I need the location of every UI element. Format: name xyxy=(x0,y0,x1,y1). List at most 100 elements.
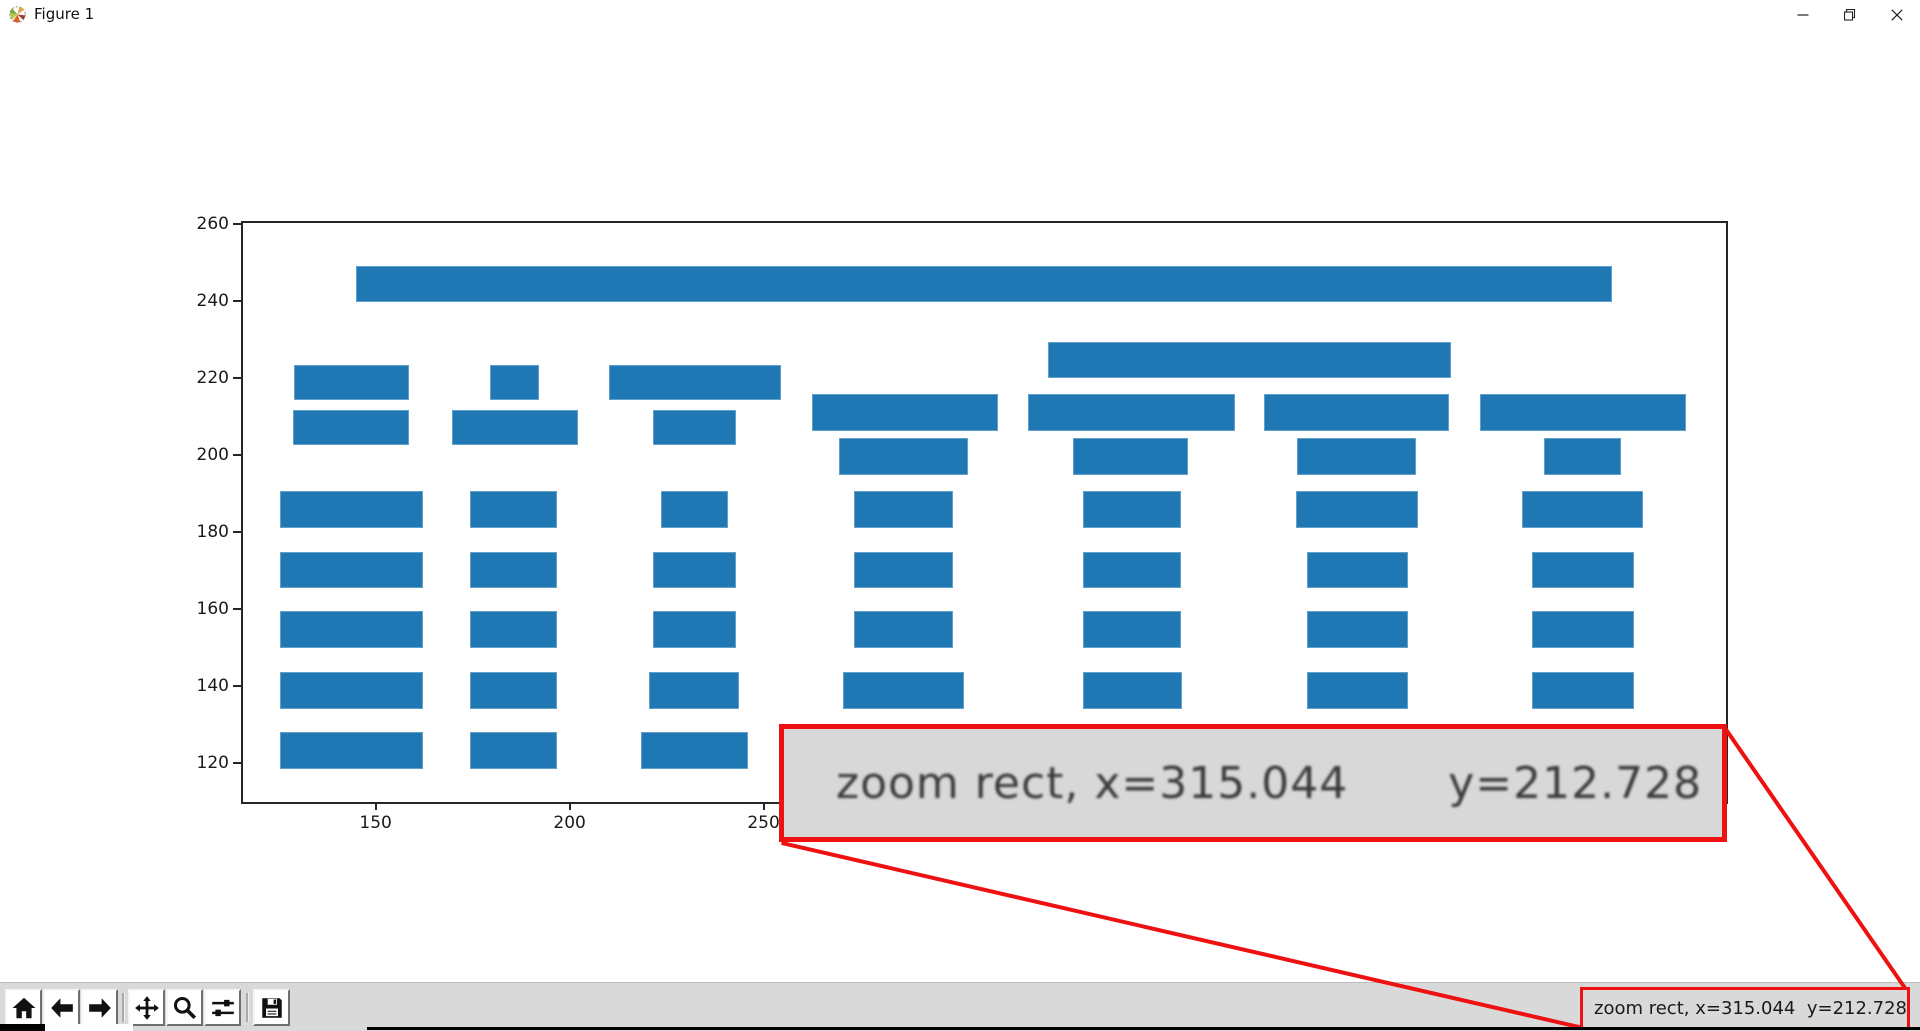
statusbar-highlight-rect: zoom rect, x=315.044 y=212.728 xyxy=(1580,987,1910,1030)
bar xyxy=(1532,671,1635,709)
y-tick-label: 220 xyxy=(196,368,229,389)
x-tick xyxy=(762,802,765,810)
bar xyxy=(279,611,423,649)
home-button[interactable] xyxy=(5,989,42,1026)
bar xyxy=(1544,438,1622,476)
bar xyxy=(1521,491,1643,529)
forward-button[interactable] xyxy=(81,989,118,1026)
window-controls xyxy=(1779,0,1920,30)
bar xyxy=(660,491,728,529)
bar xyxy=(854,491,953,529)
y-tick-label: 240 xyxy=(196,291,229,312)
bar xyxy=(811,393,998,431)
window-title: Figure 1 xyxy=(34,5,95,23)
bottom-edge-fragment xyxy=(0,1024,45,1031)
minimize-button[interactable] xyxy=(1779,0,1826,30)
bar xyxy=(1047,342,1451,379)
bottom-edge-fragment xyxy=(367,1027,1920,1030)
bar xyxy=(641,731,749,770)
statusbar-message-x: zoom rect, x=315.044 xyxy=(1594,998,1796,1019)
bar xyxy=(653,611,736,649)
save-button[interactable] xyxy=(253,989,290,1026)
callout-message-x: zoom rect, x=315.044 xyxy=(836,757,1349,809)
zoom-rect-button[interactable] xyxy=(166,989,203,1026)
bar xyxy=(653,551,736,589)
arrow-right-icon xyxy=(88,997,111,1018)
bar xyxy=(839,438,968,476)
bar xyxy=(854,551,953,589)
bar xyxy=(279,731,423,770)
y-tick xyxy=(233,453,241,456)
x-tick-label: 150 xyxy=(359,813,392,833)
y-tick-label: 160 xyxy=(196,598,229,619)
bar xyxy=(470,491,558,529)
statusbar-message-y: y=212.728 xyxy=(1806,998,1907,1019)
bar xyxy=(1307,551,1408,589)
bar xyxy=(843,671,964,709)
y-tick-label: 200 xyxy=(196,444,229,465)
y-tick xyxy=(233,530,241,533)
bar xyxy=(470,731,558,770)
bar xyxy=(293,364,409,400)
y-tick xyxy=(233,223,241,226)
bar xyxy=(1307,671,1408,709)
y-tick-label: 260 xyxy=(196,214,229,235)
y-tick xyxy=(233,377,241,380)
bar xyxy=(1532,551,1635,589)
bar xyxy=(1072,438,1188,476)
configure-subplots-button[interactable] xyxy=(204,989,241,1026)
x-tick-label: 200 xyxy=(553,813,586,833)
bar xyxy=(355,265,1612,303)
titlebar: Figure 1 xyxy=(0,0,1920,30)
bar xyxy=(1532,611,1635,649)
nav-toolbar: zoom rect, x=315.044 y=212.728 xyxy=(0,982,1920,1031)
bar xyxy=(470,551,558,589)
y-tick xyxy=(233,607,241,610)
restore-button[interactable] xyxy=(1826,0,1873,30)
bar xyxy=(470,611,558,649)
bar xyxy=(653,409,736,445)
bar xyxy=(279,551,423,589)
pan-button[interactable] xyxy=(128,989,165,1026)
magnifier-icon xyxy=(173,996,196,1019)
x-tick xyxy=(568,802,571,810)
bar xyxy=(1263,393,1449,431)
zoom-callout: zoom rect, x=315.044 y=212.728 xyxy=(779,724,1727,842)
y-tick xyxy=(233,300,241,303)
bar xyxy=(1082,491,1181,529)
bar xyxy=(609,364,781,400)
bar xyxy=(1296,491,1418,529)
y-tick xyxy=(233,684,241,687)
back-button[interactable] xyxy=(43,989,80,1026)
matplotlib-logo-icon xyxy=(9,6,26,23)
bar xyxy=(1479,393,1687,431)
restore-icon xyxy=(1843,9,1855,21)
callout-message-y: y=212.728 xyxy=(1448,757,1703,809)
y-tick-label: 120 xyxy=(196,752,229,773)
bar xyxy=(470,671,558,709)
bar xyxy=(1082,551,1181,589)
sliders-icon xyxy=(211,999,234,1016)
bar xyxy=(1082,671,1182,709)
close-icon xyxy=(1890,9,1903,21)
bar xyxy=(1082,611,1181,649)
bar xyxy=(279,671,423,709)
bar xyxy=(1296,438,1416,476)
home-icon xyxy=(12,997,35,1018)
bar xyxy=(293,409,410,445)
bottom-edge-fragment xyxy=(45,1024,133,1031)
x-tick xyxy=(374,802,377,810)
save-floppy-icon xyxy=(261,997,282,1018)
bar xyxy=(648,671,739,709)
close-button[interactable] xyxy=(1873,0,1920,30)
plot-axes: 150 200 250 120 140 160 180 200 220 240 260 xyxy=(197,214,1728,833)
pan-move-icon xyxy=(134,995,159,1020)
toolbar-separator xyxy=(246,993,249,1022)
bar xyxy=(854,611,953,649)
x-tick-label: 250 xyxy=(747,813,780,833)
bar xyxy=(452,409,579,445)
arrow-left-icon xyxy=(50,997,73,1018)
y-tick xyxy=(233,761,241,764)
bar xyxy=(279,491,423,529)
